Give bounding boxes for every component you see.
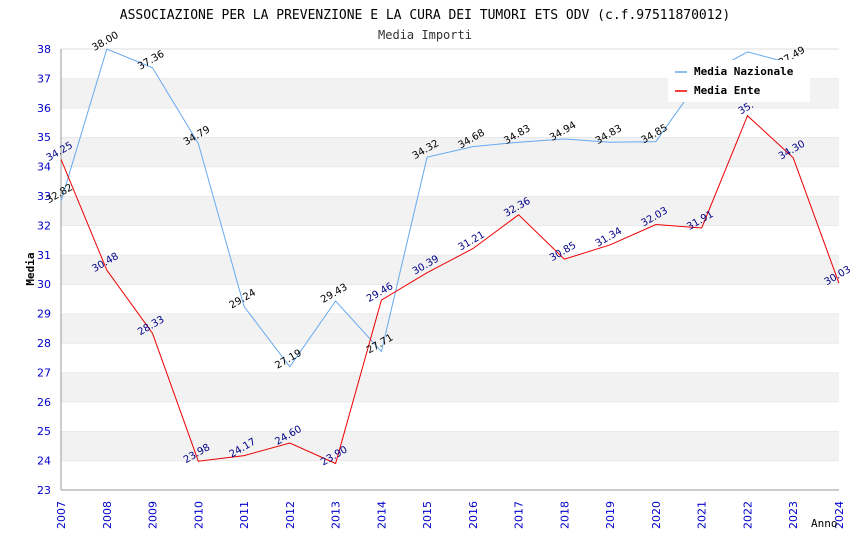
grid-band — [61, 431, 839, 461]
x-tick-label: 2008 — [101, 501, 114, 529]
grid-band — [61, 460, 839, 490]
x-tick-label: 2018 — [558, 501, 571, 529]
grid-band — [61, 284, 839, 314]
y-tick-label: 34 — [37, 161, 51, 174]
x-axis-label: Anno — [811, 517, 838, 530]
x-tick-label: 2024 — [833, 501, 846, 529]
x-tick-label: 2016 — [467, 501, 480, 529]
y-axis-label: Media — [24, 252, 37, 285]
series-lines — [60, 48, 840, 465]
grid-band — [61, 196, 839, 226]
x-tick-label: 2012 — [284, 501, 297, 529]
y-tick-label: 30 — [37, 278, 51, 291]
series-line-media-ente — [60, 114, 840, 465]
y-tick-label: 33 — [37, 190, 51, 203]
y-tick-label: 24 — [37, 455, 51, 468]
grid-band — [61, 401, 839, 432]
grid-bands — [61, 48, 839, 490]
series-line-media-nazionale — [60, 48, 794, 368]
y-axis-ticks: 23 24 25 26 27 28 29 30 31 32 33 34 35 36 37 38 — [37, 43, 51, 497]
x-tick-label: 2023 — [787, 501, 800, 529]
y-tick-label: 35 — [37, 131, 51, 144]
x-tick-label: 2011 — [238, 501, 251, 529]
x-tick-label: 2009 — [147, 501, 160, 529]
grid-band — [61, 254, 839, 285]
legend: Media Nazionale Media Ente — [668, 60, 810, 102]
grid-band — [61, 107, 839, 138]
y-tick-label: 36 — [37, 102, 51, 115]
y-tick-label: 31 — [37, 249, 51, 262]
legend-entry-media-ente: Media Ente — [694, 84, 761, 97]
y-tick-label: 29 — [37, 308, 51, 321]
y-tick-label: 27 — [37, 366, 51, 379]
x-tick-label: 2015 — [421, 501, 434, 529]
x-tick-label: 2013 — [330, 501, 343, 529]
grid-band — [61, 313, 839, 343]
grid-band — [61, 343, 839, 373]
x-tick-label: 2020 — [650, 501, 663, 529]
y-tick-label: 37 — [37, 72, 51, 85]
legend-background — [668, 60, 810, 102]
x-tick-label: 2021 — [696, 501, 709, 529]
grid-band — [61, 372, 839, 402]
y-tick-label: 25 — [37, 425, 51, 438]
x-tick-label: 2007 — [55, 501, 68, 529]
y-tick-label: 32 — [37, 219, 51, 232]
x-tick-label: 2014 — [375, 501, 388, 529]
chart-subtitle: Media Importi — [378, 28, 472, 42]
x-tick-label: 2022 — [741, 501, 754, 529]
x-tick-label: 2010 — [192, 501, 205, 529]
y-tick-label: 38 — [37, 43, 51, 56]
x-tick-label: 2017 — [513, 501, 526, 529]
grid-band — [61, 225, 839, 255]
y-tick-label: 28 — [37, 337, 51, 350]
y-tick-label: 26 — [37, 396, 51, 409]
grid-band — [61, 166, 839, 196]
x-axis-ticks: 2007 2008 2009 2010 2011 2012 2013 2014 2015 2016… — [55, 501, 846, 529]
y-tick-label: 23 — [37, 484, 51, 497]
x-tick-label: 2019 — [604, 501, 617, 529]
legend-entry-media-nazionale: Media Nazionale — [694, 65, 794, 78]
chart-title: ASSOCIAZIONE PER LA PREVENZIONE E LA CUR… — [120, 8, 730, 23]
